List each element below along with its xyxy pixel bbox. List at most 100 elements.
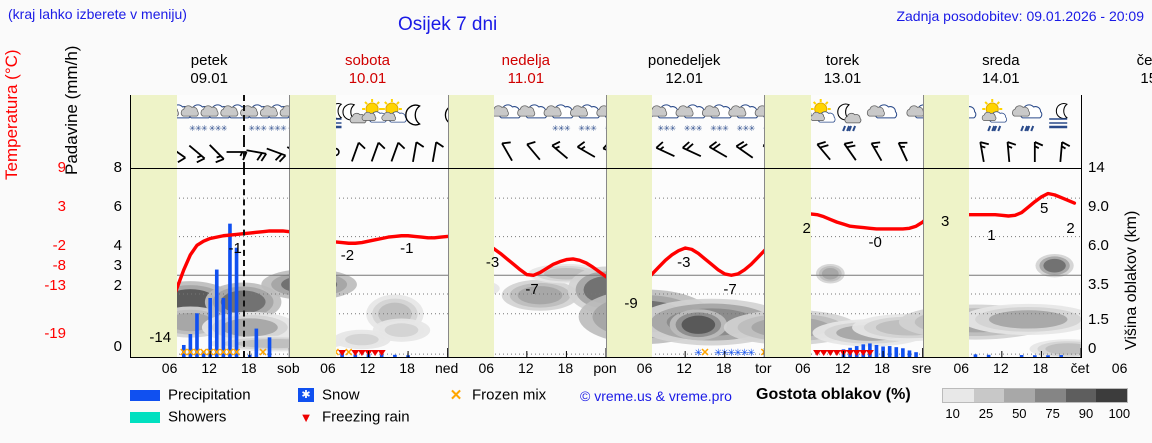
cloud-snow-icon: ✳✳✳ xyxy=(701,104,733,133)
time-label: 12 xyxy=(676,360,692,376)
time-label: ned xyxy=(434,360,459,376)
time-label: 12 xyxy=(518,360,534,376)
day-separator xyxy=(289,95,291,141)
cloud-density-title: Gostota oblakov (%) xyxy=(756,386,911,403)
legend-frozen-mix: ✕ Frozen mix xyxy=(448,386,546,405)
precip-type-markers: ✕✕✕✕✕✕✕✕✕✕✕✕✳✕✕✳✕✳✳✳✳✳✳✕ xyxy=(179,347,874,357)
density-value: 50 xyxy=(1012,406,1027,421)
svg-text:✳: ✳ xyxy=(669,124,676,133)
svg-text:✳: ✳ xyxy=(740,348,748,357)
day-name: četrtek xyxy=(1136,52,1152,69)
svg-text:✳: ✳ xyxy=(722,124,729,133)
temperature-tick: -13 xyxy=(44,276,66,294)
svg-text:✕: ✕ xyxy=(186,347,195,357)
precipitation-axis-title: Padavine (mm/h) xyxy=(62,45,81,175)
day-name: nedelja xyxy=(501,52,551,69)
temperature-tick: -2 xyxy=(52,236,66,254)
temperature-label: -3 xyxy=(485,254,500,271)
cloud-height-tick: 0 xyxy=(1088,340,1097,358)
cloud-rain-icon xyxy=(1012,104,1043,132)
temperature-label: 3 xyxy=(941,213,950,231)
last-update: Zadnja posodobitev: 09.01.2026 - 20:09 xyxy=(896,8,1144,24)
snow-icon: ✱ xyxy=(298,388,314,403)
temperature-label: 2 xyxy=(802,219,811,237)
svg-text:✳: ✳ xyxy=(690,124,697,133)
night-shading xyxy=(131,141,178,168)
wind-barb xyxy=(979,141,990,163)
svg-text:✳: ✳ xyxy=(268,124,275,133)
svg-text:✳: ✳ xyxy=(209,124,216,133)
sky-condition-band: ✳✳✳✳✳✳✳✳✳✳✳✳✳✳✳✳✳✳✳✳✳✳✳✳✳✳✳✳✳✳✳✳✳✳✳✳✳✳✳✳… xyxy=(130,95,1082,141)
moon-cloud-icon xyxy=(342,103,367,124)
day-separator xyxy=(447,141,449,168)
svg-text:✳: ✳ xyxy=(747,348,755,357)
day-name: petek xyxy=(190,52,228,69)
time-label: 18 xyxy=(715,360,732,376)
wind-barb xyxy=(843,141,857,161)
wind-barb xyxy=(1006,141,1017,163)
temperature-label: -14 xyxy=(149,328,172,346)
precipitation-tick: 2 xyxy=(113,276,122,294)
day-separator xyxy=(922,169,924,357)
wind-barb xyxy=(577,141,596,158)
temperature-curve xyxy=(131,191,1077,325)
temperature-tick: -8 xyxy=(52,256,66,274)
day-name: sobota xyxy=(344,52,391,69)
temperature-label: -9 xyxy=(624,294,638,312)
svg-text:✳: ✳ xyxy=(274,124,281,133)
time-label: 18 xyxy=(240,360,257,376)
svg-text:✳: ✳ xyxy=(189,124,196,133)
temperature-label: 1 xyxy=(987,226,996,244)
wind-barb xyxy=(188,144,206,164)
night-shading xyxy=(131,169,178,357)
svg-text:✳: ✳ xyxy=(260,124,267,133)
temperature-tick: 3 xyxy=(57,197,66,215)
time-label: 12 xyxy=(993,360,1009,376)
cloud-density-scale xyxy=(942,388,1128,403)
density-step-1 xyxy=(973,389,1005,402)
density-value: 100 xyxy=(1108,406,1131,421)
precipitation-tick: 6 xyxy=(113,197,122,215)
day-separator xyxy=(922,141,924,168)
cloud-height-tick: 3.5 xyxy=(1088,275,1109,293)
time-label: sre xyxy=(911,360,932,376)
time-label: 06 xyxy=(161,360,178,376)
time-label: 06 xyxy=(636,360,653,376)
svg-text:✳: ✳ xyxy=(578,124,585,133)
night-shading xyxy=(447,169,494,357)
time-label: 06 xyxy=(478,360,495,376)
time-label: 06 xyxy=(953,360,970,376)
cloud-density-values: 10 25 50 75 90 100 xyxy=(936,406,1136,421)
night-shading xyxy=(764,95,811,141)
cloud-height-axis-title: Višina oblakov (km) xyxy=(1123,210,1140,350)
cloud-snow-icon: ✳✳✳ xyxy=(728,104,759,133)
wind-barb xyxy=(351,141,366,162)
day-separator xyxy=(922,95,924,141)
temperature-label: -3 xyxy=(677,254,691,271)
svg-text:✳: ✳ xyxy=(696,124,703,133)
day-date: 09.01 xyxy=(190,70,228,87)
day-header-sreda: sreda 14.01 xyxy=(933,52,1069,88)
night-shading xyxy=(447,95,494,141)
day-header-nedelja: nedelja 11.01 xyxy=(458,52,594,88)
svg-text:✳: ✳ xyxy=(215,124,222,133)
legend: Precipitation Showers ✱ Snow ▼ Freezing ra… xyxy=(130,386,1150,436)
sun-cloud-icon xyxy=(381,99,407,123)
svg-text:✕: ✕ xyxy=(700,347,709,357)
legend-showers-label: Showers xyxy=(168,408,227,426)
day-separator xyxy=(447,95,449,141)
night-shading xyxy=(289,141,336,168)
copyright-link[interactable]: © vreme.us & vreme.pro xyxy=(580,388,732,404)
wind-barb xyxy=(412,141,425,163)
wind-barb-band xyxy=(130,141,1082,168)
meteogram-plot: ✕✕✕✕✕✕✕✕✕✕✕✕✳✕✕✳✕✳✳✳✳✳✳✕ -14 -1 -2 -1 -3 -7 -9… xyxy=(130,168,1082,358)
density-step-0 xyxy=(943,389,974,402)
svg-text:✳: ✳ xyxy=(734,348,742,357)
svg-text:✳: ✳ xyxy=(552,124,559,133)
svg-text:✳: ✳ xyxy=(221,124,228,133)
temperature-label: 2 xyxy=(1066,219,1075,237)
cloud-height-tick: 9.0 xyxy=(1088,197,1109,215)
day-separator xyxy=(764,141,766,168)
day-date: 10.01 xyxy=(348,70,387,87)
location-hint: (kraj lahko izberete v meniju) xyxy=(8,6,187,22)
